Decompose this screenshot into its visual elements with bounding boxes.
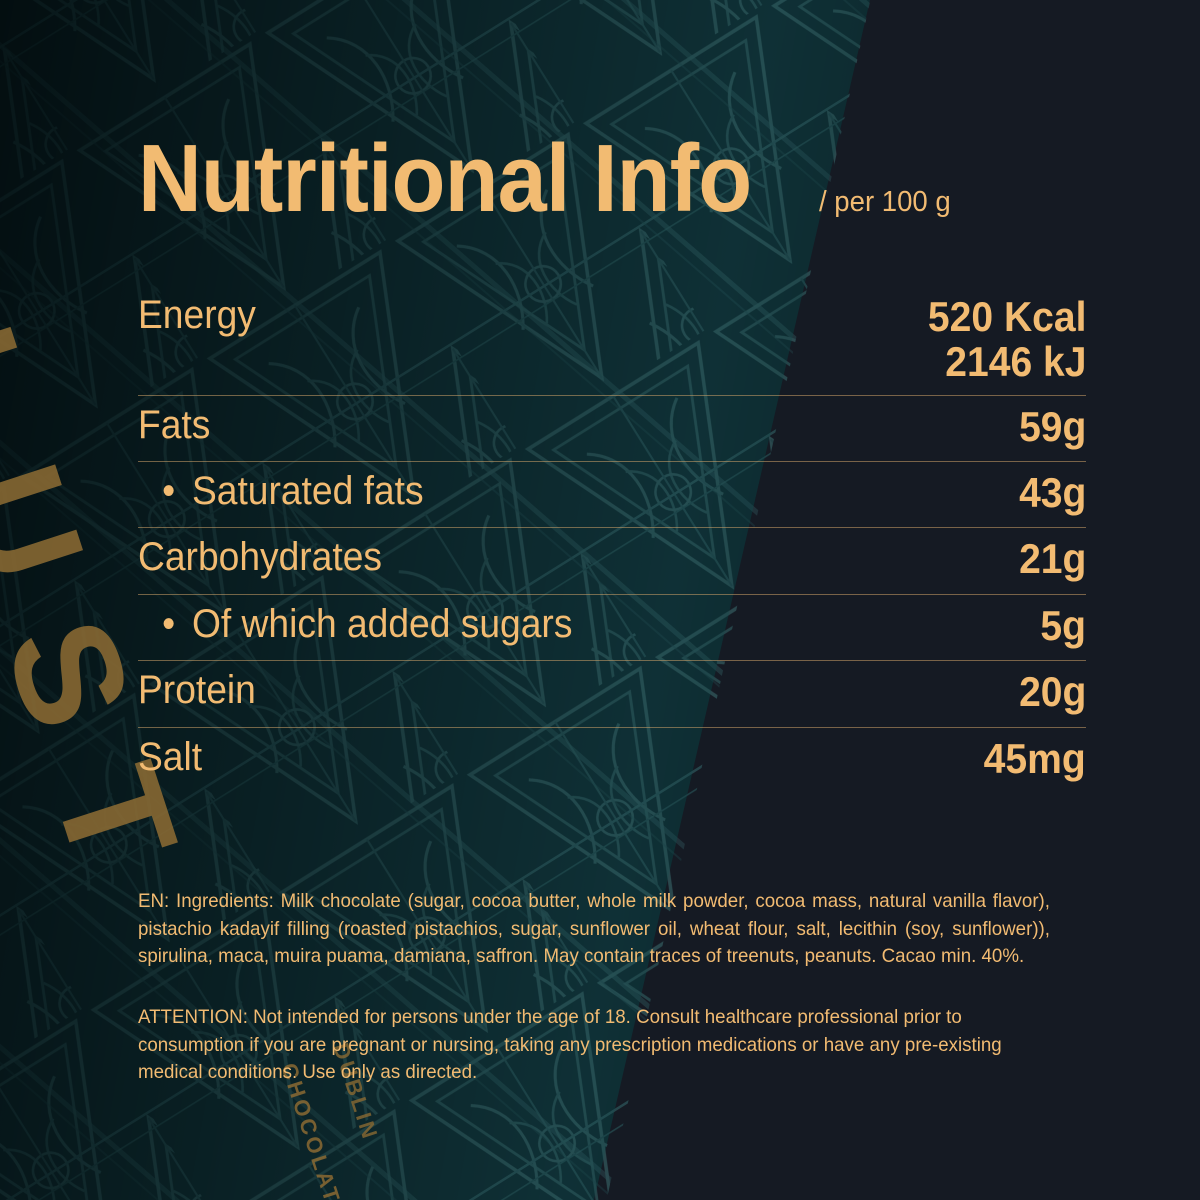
nutrient-value-secondary: 2146 kJ [944,338,1086,386]
nutrition-table: Energy 520 Kcal 2146 kJ Fats 59g • Satura… [138,288,1086,793]
table-row: Energy 520 Kcal 2146 kJ [138,288,1086,396]
nutrient-value: 520 Kcal 2146 kJ [927,294,1086,385]
page-title: Nutritional Info [138,125,752,232]
table-row: • Of which added sugars 5g [138,595,1086,662]
nutrient-label-text: Saturated fats [191,469,424,514]
nutrient-label: Fats [138,402,211,447]
table-row: Protein 20g [138,661,1086,728]
nutrient-value: 59g [1018,402,1086,450]
attention-paragraph: ATTENTION: Not intended for persons unde… [138,1006,1002,1084]
nutrient-value: 20g [1018,668,1086,716]
nutrient-label: Energy [138,293,256,337]
bullet-icon: • [162,601,176,646]
table-row: Salt 45mg [138,728,1086,793]
nutrient-label-text: Of which added sugars [191,601,573,646]
bullet-icon: • [162,469,176,514]
nutrient-label: Salt [138,734,203,779]
ingredients-paragraph: EN: Ingredients: Milk chocolate (sugar, … [138,890,1050,968]
page-title-block: Nutritional Info / per 100 g [138,125,957,232]
nutrient-value: 5g [1040,601,1086,649]
nutrient-label-sub: • Saturated fats [138,469,424,514]
table-row: Carbohydrates 21g [138,528,1086,595]
notes-block: EN: Ingredients: Milk chocolate (sugar, … [138,888,1088,1087]
nutrient-value: 45mg [983,734,1086,782]
nutrient-value-primary: 520 Kcal [927,293,1086,340]
nutrient-label: Carbohydrates [138,535,383,580]
table-row: Fats 59g [138,396,1086,463]
nutrient-label-sub: • Of which added sugars [138,601,573,646]
nutrient-label: Protein [138,668,256,713]
nutrient-value: 21g [1018,535,1086,583]
nutrient-value: 43g [1018,469,1086,517]
serving-size-note: / per 100 g [818,186,951,218]
table-row: • Saturated fats 43g [138,462,1086,529]
